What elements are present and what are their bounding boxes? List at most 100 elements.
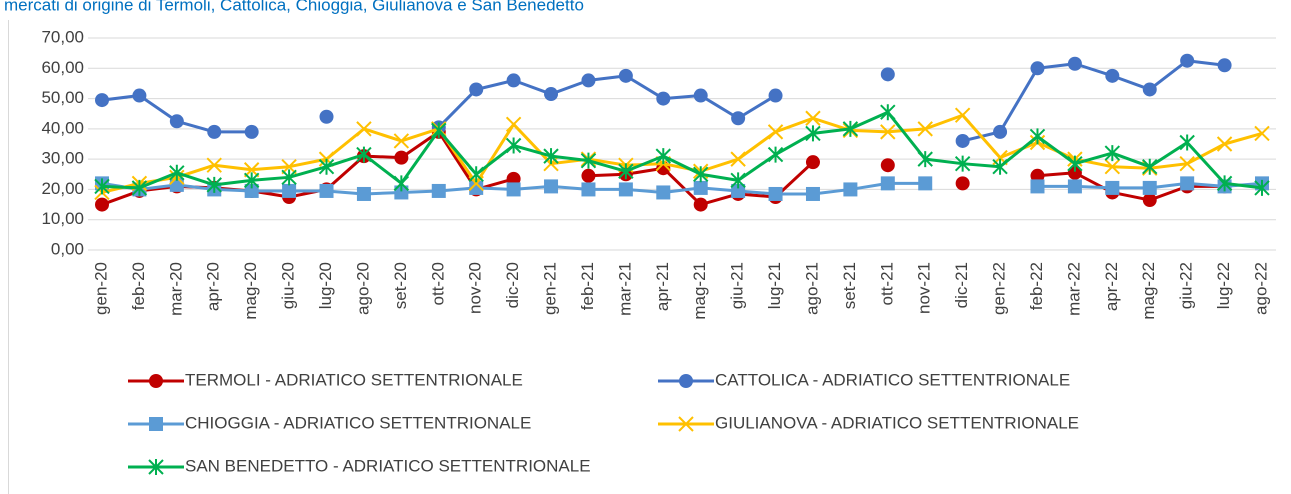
x-tick-label: ago-20 <box>353 262 372 315</box>
marker <box>1067 165 1082 180</box>
marker <box>319 183 334 198</box>
marker <box>394 185 409 200</box>
marker <box>992 158 1008 175</box>
x-tick-label: gen-21 <box>541 262 560 315</box>
marker <box>206 176 222 193</box>
marker <box>993 124 1008 139</box>
marker <box>169 164 185 181</box>
legend-label: SAN BENEDETTO - ADRIATICO SETTENTRIONALE <box>185 456 591 475</box>
legend-label: TERMOLI - ADRIATICO SETTENTRIONALE <box>185 370 523 389</box>
marker <box>1142 158 1158 175</box>
marker <box>917 121 933 137</box>
x-tick-label: gen-20 <box>91 262 110 315</box>
marker <box>954 107 971 123</box>
marker <box>618 182 633 197</box>
x-tick-label: giu-21 <box>728 262 747 309</box>
marker <box>880 158 895 173</box>
marker <box>768 88 783 103</box>
legend-item: CHIOGGIA - ADRIATICO SETTENTRIONALE <box>128 413 531 432</box>
legend-item: CATTOLICA - ADRIATICO SETTENTRIONALE <box>658 370 1070 389</box>
marker <box>94 178 110 195</box>
marker <box>243 172 260 189</box>
marker <box>767 146 784 163</box>
marker <box>880 67 895 82</box>
y-tick-label: 70,00 <box>41 27 84 46</box>
marker <box>356 146 372 163</box>
marker <box>282 183 297 198</box>
x-tick-label: ott-21 <box>877 262 896 305</box>
marker <box>1104 145 1121 162</box>
x-tick-label: apr-22 <box>1102 262 1121 311</box>
marker <box>544 87 559 102</box>
marker <box>730 172 746 189</box>
marker <box>1180 176 1195 191</box>
legend-marker <box>149 417 163 431</box>
marker <box>431 183 446 198</box>
legend-marker <box>678 416 694 432</box>
marker <box>918 176 933 191</box>
marker <box>1216 175 1233 192</box>
marker <box>393 175 410 192</box>
y-tick-label: 40,00 <box>41 118 84 137</box>
x-tick-label: nov-21 <box>915 262 934 314</box>
marker <box>656 91 671 106</box>
marker <box>655 148 671 165</box>
y-tick-label: 10,00 <box>41 209 84 228</box>
marker <box>1142 180 1157 195</box>
marker <box>394 150 409 165</box>
marker <box>244 124 259 139</box>
marker <box>1104 159 1121 175</box>
x-tick-label: dic-20 <box>503 262 522 308</box>
marker <box>805 186 820 201</box>
y-tick-label: 0,00 <box>51 239 84 258</box>
marker <box>618 68 633 83</box>
marker <box>731 183 746 198</box>
marker <box>244 183 259 198</box>
x-tick-label: lug-21 <box>765 262 784 309</box>
marker <box>580 152 597 169</box>
legend-item: GIULIANOVA - ADRIATICO SETTENTRIONALE <box>658 413 1079 432</box>
marker <box>1179 134 1195 151</box>
marker <box>544 179 559 194</box>
marker <box>693 88 708 103</box>
x-tick-label: mar-20 <box>166 262 185 316</box>
x-tick-label: giu-22 <box>1177 262 1196 309</box>
marker <box>1142 82 1157 97</box>
x-tick-label: apr-21 <box>653 262 672 311</box>
marker <box>768 186 783 201</box>
marker <box>469 82 484 97</box>
x-tick-label: giu-20 <box>279 262 298 309</box>
x-tick-label: mag-21 <box>690 262 709 320</box>
marker <box>1179 155 1195 172</box>
x-tick-label: set-20 <box>391 262 410 309</box>
legend-marker <box>679 374 693 388</box>
x-tick-label: nov-20 <box>466 262 485 314</box>
x-tick-label: mar-21 <box>615 262 634 316</box>
marker <box>1217 58 1232 73</box>
marker <box>1254 125 1270 142</box>
marker <box>207 124 222 139</box>
marker <box>1067 179 1082 194</box>
x-tick-label: feb-22 <box>1027 262 1046 310</box>
legend-label: GIULIANOVA - ADRIATICO SETTENTRIONALE <box>715 413 1079 432</box>
marker <box>169 114 184 129</box>
marker <box>618 163 634 180</box>
legend-marker <box>149 374 163 388</box>
series-line <box>101 110 1263 190</box>
marker <box>469 180 484 195</box>
marker <box>955 133 970 148</box>
x-tick-label: ago-22 <box>1251 262 1270 315</box>
chart-title: mercati di origine di Termoli, Cattolica… <box>4 0 584 14</box>
marker <box>842 120 859 137</box>
marker <box>581 182 596 197</box>
marker <box>506 171 521 186</box>
marker <box>505 116 522 133</box>
marker <box>917 151 933 168</box>
marker <box>505 137 522 154</box>
marker <box>1105 180 1120 195</box>
marker <box>1142 193 1157 208</box>
x-tick-label: gen-22 <box>990 262 1009 315</box>
marker <box>1180 53 1195 68</box>
marker <box>1105 68 1120 83</box>
